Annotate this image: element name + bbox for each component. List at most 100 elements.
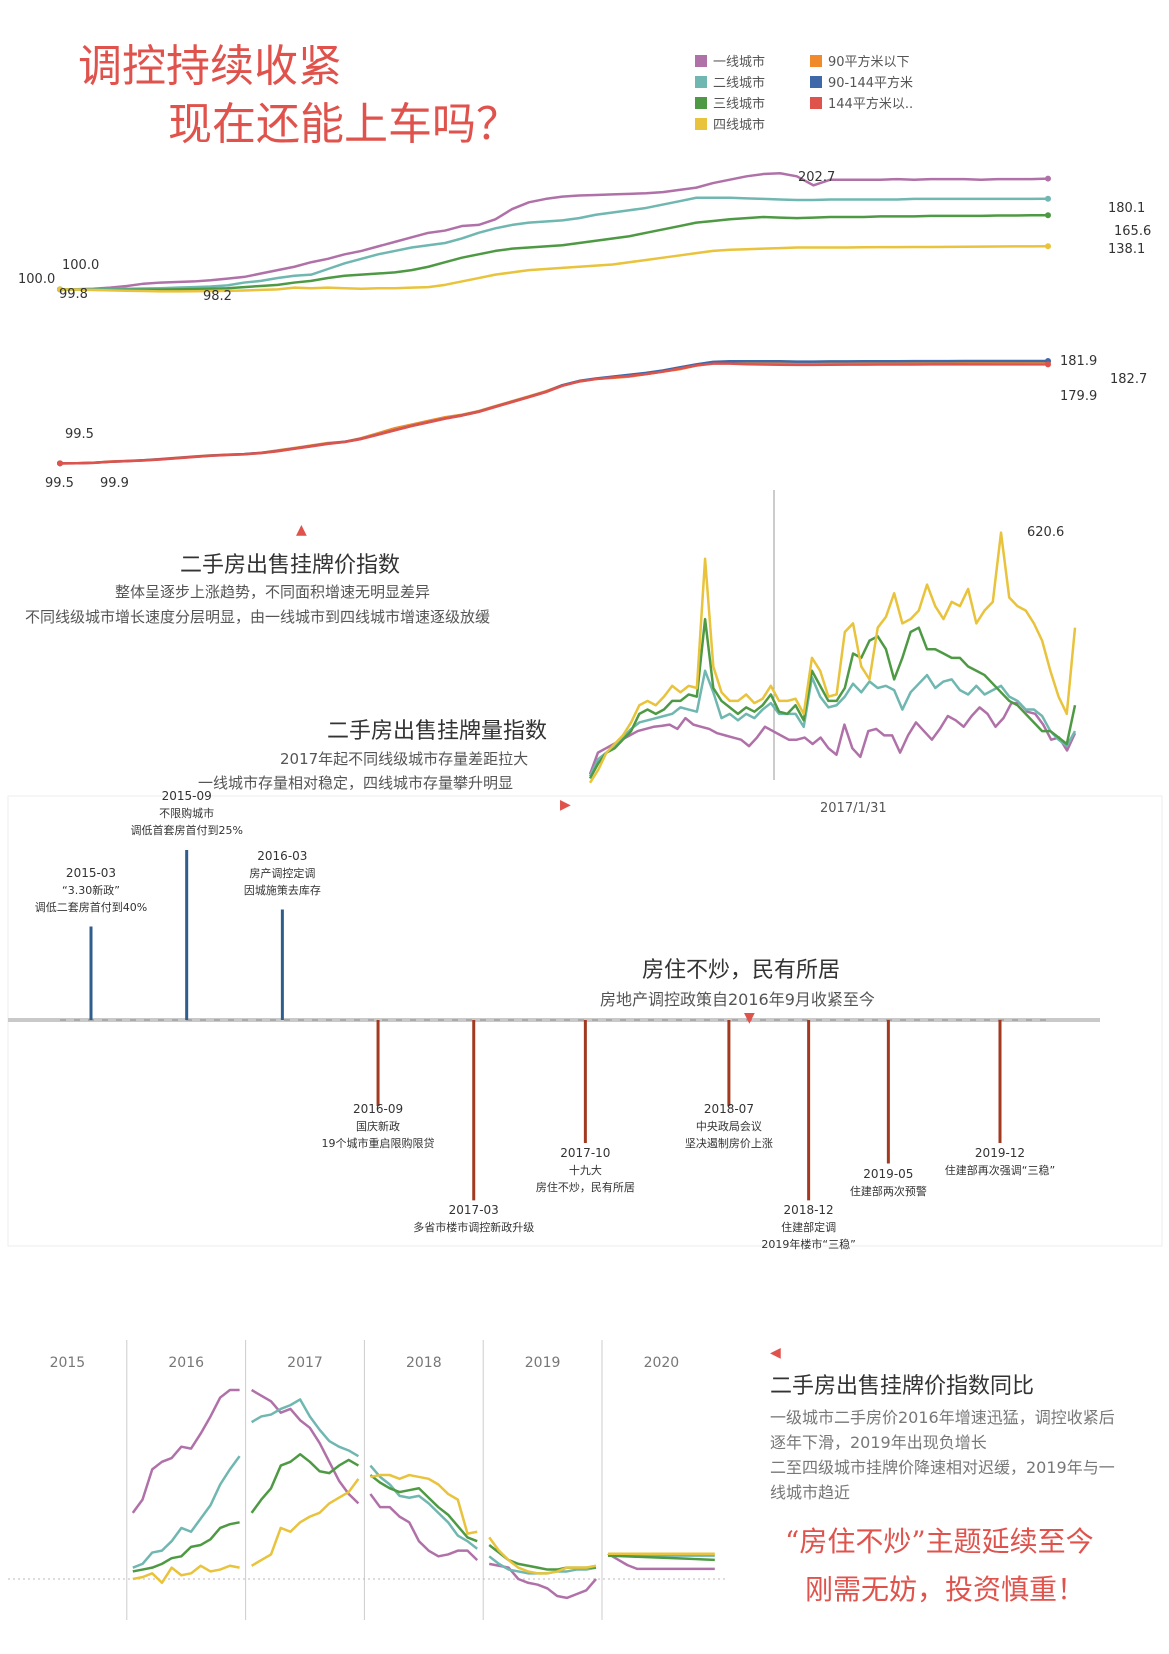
policy-label: 2018-07 中央政局会议 坚决遏制房价上涨 [685, 1101, 773, 1152]
legend-item[interactable]: 一线城市 [695, 50, 765, 71]
legend-label: 90-144平方米 [828, 76, 914, 91]
triangle-left-icon: ◀ [770, 1345, 781, 1361]
yoy-series-line [250, 1478, 360, 1567]
yoy-series-line [132, 1455, 241, 1569]
policy-heading: 房住不炒，民有所居 [642, 958, 841, 983]
data-label: 165.6 [1114, 224, 1152, 239]
slogan-line-2: 刚需无妨，投资慎重！ [805, 1573, 1086, 1606]
volume-desc-2: 一线城市存量相对稳定，四线城市存量攀升明显 [198, 774, 514, 792]
yoy-desc-4: 线城市趋近 [770, 1483, 851, 1502]
year-label: 2018 [405, 1355, 442, 1371]
volume-desc-1: 2017年起不同线级城市存量差距拉大 [280, 750, 529, 768]
series-end-point [1045, 212, 1051, 219]
policy-text: 中央政局会议 [695, 1120, 762, 1134]
policy-date: 2018-07 [703, 1102, 754, 1117]
date-marker-label: 2017/1/31 [820, 801, 887, 816]
title-line-2: 现在还能上车吗？ [168, 99, 520, 150]
legend-item[interactable]: 四线城市 [695, 113, 765, 134]
yoy-series-line [369, 1464, 478, 1550]
series-line [588, 701, 1077, 775]
legend-item[interactable]: 三线城市 [695, 92, 765, 113]
policy-date: 2016-09 [352, 1102, 404, 1117]
legend-item[interactable]: 144平方米以.. [810, 92, 913, 113]
triangle-up-icon: ▲ [296, 522, 307, 538]
legend-swatch [695, 54, 707, 67]
policy-label: 2017-03 多省市楼市调控新政升级 [413, 1202, 534, 1236]
data-label: 99.8 [59, 287, 88, 302]
legend-areas: 90平方米以下 90-144平方米 144平方米以.. [810, 50, 913, 113]
legend-swatch [810, 96, 822, 109]
legend-label: 144平方米以.. [828, 97, 914, 112]
data-label: 99.9 [100, 476, 129, 491]
policy-date: 2015-09 [161, 789, 212, 803]
data-label: 202.7 [798, 170, 836, 185]
legend-item[interactable]: 90平方米以下 [810, 50, 913, 71]
data-label: 99.5 [45, 476, 74, 491]
yoy-series-line [369, 1474, 478, 1543]
policy-text: 房产调控定调 [249, 866, 316, 880]
data-label: 100.0 [62, 258, 100, 273]
price-heading: 二手房出售挂牌价指数 [180, 553, 401, 578]
policy-date: 2016-03 [257, 848, 308, 863]
series-end-point [1045, 175, 1051, 182]
policy-label: 2015-03 “3.30新政” 调低二套房首付到40% [35, 865, 147, 916]
yoy-desc-2: 逐年下滑，2019年出现负增长 [770, 1433, 987, 1452]
data-label: 620.6 [1027, 525, 1065, 540]
policy-date: 2019-12 [974, 1146, 1026, 1160]
policy-label: 2015-09 不限购城市 调低首套房首付到25% [130, 788, 242, 839]
legend-label: 90平方米以下 [828, 55, 910, 70]
series-line [588, 617, 1077, 780]
yoy-series-line [132, 1564, 240, 1585]
year-label: 2017 [287, 1355, 323, 1371]
yoy-series-line [250, 1398, 360, 1458]
policy-text: “3.30新政” [62, 883, 120, 897]
policy-text: 调低首套房首付到25% [130, 824, 243, 837]
legend-label: 二线城市 [713, 76, 766, 91]
triangle-down-icon: ▼ [744, 1010, 755, 1026]
yoy-desc-1: 一级城市二手房价2016年增速迅猛，调控收紧后 [770, 1408, 1115, 1427]
series-end-point [1045, 361, 1051, 368]
policy-label: 2019-05 住建部两次预警 [850, 1166, 927, 1200]
policy-desc: 房地产调控政策自2016年9月收紧至今 [600, 990, 875, 1009]
series-line [59, 360, 1049, 465]
yoy-series-line [369, 1493, 479, 1561]
policy-label: 2018-12 住建部定调 2019年楼市“三稳” [761, 1202, 855, 1253]
price-desc-1: 整体呈逐步上涨趋势，不同面积增速无明显差异 [115, 583, 431, 601]
data-label: 138.1 [1108, 242, 1146, 257]
price-desc-2: 不同线级城市增长速度分层明显，由一线城市到四线城市增速逐级放缓 [25, 608, 491, 626]
data-label: 179.9 [1060, 389, 1098, 404]
policy-text: 房住不炒，民有所居 [535, 1181, 635, 1194]
year-label: 2015 [49, 1355, 86, 1371]
yoy-series-line [132, 1521, 240, 1573]
policy-text: 住建部两次预警 [849, 1184, 927, 1198]
policy-text: 住建部定调 [781, 1221, 837, 1235]
policy-date: 2017-03 [448, 1203, 499, 1218]
yoy-heading: 二手房出售挂牌价指数同比 [770, 1374, 1035, 1399]
legend-swatch [810, 54, 822, 67]
policy-text: 住建部再次强调“三稳” [944, 1164, 1056, 1177]
series-line [59, 359, 1048, 465]
series-line [588, 669, 1077, 777]
policy-date: 2018-12 [783, 1203, 834, 1218]
policy-date: 2019-05 [863, 1166, 914, 1181]
volume-heading: 二手房出售挂牌量指数 [327, 719, 548, 744]
series-start-point [57, 286, 63, 293]
policy-text: 十九大 [568, 1164, 602, 1177]
policy-label: 2016-03 房产调控定调 因城施策去库存 [244, 848, 321, 899]
policy-label: 2016-09 国庆新政 19个城市重启限购限贷 [322, 1101, 435, 1152]
legend-item[interactable]: 二线城市 [695, 71, 765, 92]
policy-date: 2017-10 [560, 1146, 611, 1160]
policy-text: 国庆新政 [356, 1120, 401, 1134]
series-start-point [57, 460, 63, 467]
policy-text: 调低二套房首付到40% [34, 900, 148, 914]
legend-label: 三线城市 [713, 97, 766, 112]
series-line [59, 362, 1048, 465]
year-label: 2020 [643, 1355, 680, 1371]
policy-label: 2019-12 住建部再次强调“三稳” [945, 1145, 1055, 1179]
policy-text: 2019年楼市“三稳” [761, 1238, 856, 1252]
data-label: 98.2 [203, 289, 232, 304]
data-label: 181.9 [1060, 354, 1098, 369]
title-line-1: 调控持续收紧 [78, 41, 342, 92]
legend-item[interactable]: 90-144平方米 [810, 71, 913, 92]
